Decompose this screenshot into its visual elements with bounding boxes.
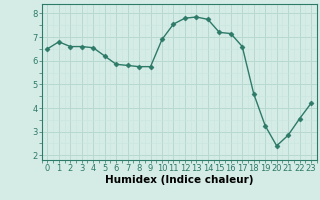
X-axis label: Humidex (Indice chaleur): Humidex (Indice chaleur) — [105, 175, 253, 185]
